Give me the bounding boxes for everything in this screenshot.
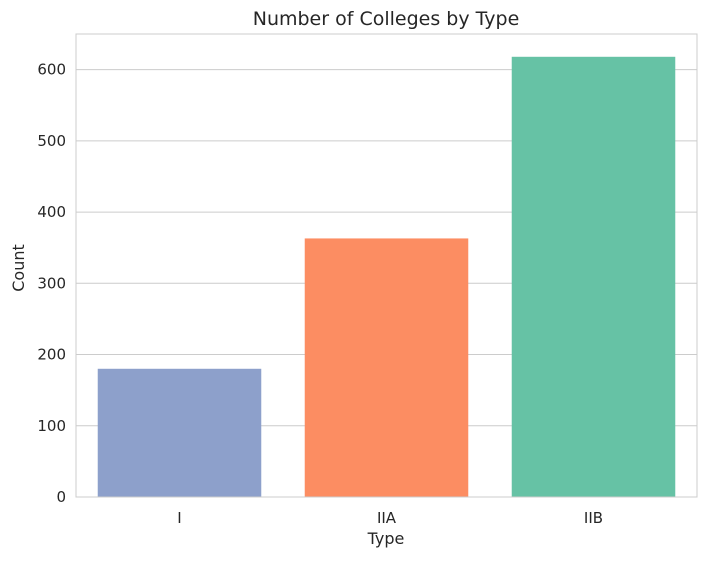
chart-title: Number of Colleges by Type bbox=[253, 8, 520, 30]
y-tick-label: 500 bbox=[37, 132, 66, 150]
bar-iib bbox=[511, 56, 676, 497]
bar-iia bbox=[304, 238, 469, 497]
x-tick-labels: I IIA IIB bbox=[177, 509, 603, 527]
y-tick-label: 100 bbox=[37, 417, 66, 435]
x-tick-label-iia: IIA bbox=[377, 509, 397, 527]
plot-frame bbox=[75, 33, 698, 498]
y-tick-label: 200 bbox=[37, 346, 66, 364]
bars-layer bbox=[97, 56, 676, 497]
y-tick-label: 600 bbox=[37, 61, 66, 79]
y-tick-label: 300 bbox=[37, 274, 66, 292]
x-axis-label: Type bbox=[367, 529, 405, 548]
bar-i bbox=[97, 368, 262, 497]
y-tick-label: 400 bbox=[37, 203, 66, 221]
x-tick-label-iib: IIB bbox=[584, 509, 603, 527]
y-tick-label: 0 bbox=[56, 488, 66, 506]
x-tick-label-i: I bbox=[177, 509, 181, 527]
y-axis-label: Count bbox=[9, 244, 28, 292]
y-tick-labels: 0 100 200 300 400 500 600 bbox=[37, 61, 66, 506]
